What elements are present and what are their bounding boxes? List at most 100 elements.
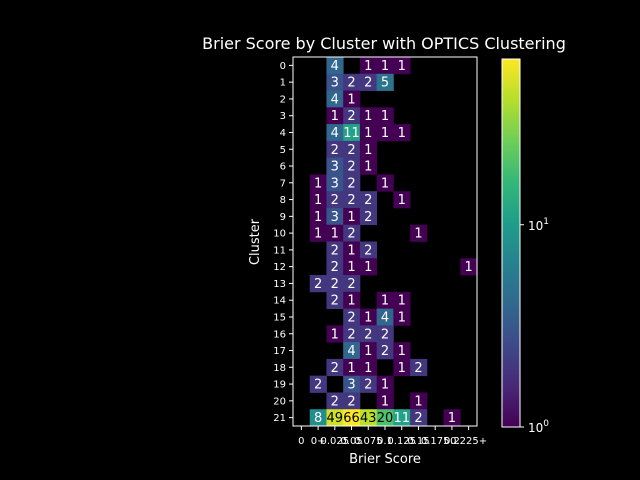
heatmap-cell (326, 275, 344, 293)
x-tick-label: 0.125 (387, 436, 416, 447)
cell-value-label: 49 (327, 411, 344, 426)
cell-value-label: 3 (331, 76, 339, 91)
heatmap-cell (343, 241, 361, 259)
cell-value-label: 1 (331, 109, 339, 124)
cell-value-label: 1 (381, 59, 389, 74)
heatmap-cell (393, 191, 411, 209)
cell-value-label: 2 (414, 361, 422, 376)
heatmap-cell (326, 191, 344, 209)
heatmap-cell (326, 392, 344, 410)
heatmap-cell (359, 124, 378, 142)
y-axis-label: Cluster (248, 218, 263, 265)
y-tick-label: 7 (280, 178, 286, 189)
heatmap-cell (326, 157, 344, 175)
heatmap-cell (410, 409, 428, 427)
y-tick-label: 4 (280, 128, 286, 139)
cell-value-label: 1 (381, 294, 389, 309)
cell-value-label: 20 (377, 411, 394, 426)
cell-value-label: 1 (331, 227, 339, 242)
heatmap-cell (376, 124, 394, 142)
heatmap-cell (343, 375, 361, 393)
y-tick-label: 2 (280, 94, 286, 105)
cell-value-label: 1 (398, 361, 406, 376)
cell-value-label: 66 (343, 411, 360, 426)
heatmap-cell (376, 73, 394, 91)
y-tick-label: 18 (273, 363, 286, 374)
cell-value-label: 1 (364, 143, 372, 158)
y-tick-label: 14 (273, 296, 286, 307)
cell-value-label: 2 (347, 310, 355, 325)
heatmap-cell (359, 107, 378, 125)
heatmap-cell (359, 325, 378, 343)
heatmap-cell (359, 358, 378, 377)
heatmap-cell (309, 275, 327, 293)
y-tick-label: 0 (280, 61, 286, 72)
heatmap-cell (359, 207, 378, 226)
heatmap-cell (343, 207, 361, 226)
cell-value-label: 1 (347, 260, 355, 275)
x-tick-label: 0.15 (407, 436, 429, 447)
heatmap-cell (343, 90, 361, 108)
heatmap-cell (326, 140, 344, 159)
heatmap-cell (326, 90, 344, 108)
cell-value-label: 2 (331, 243, 339, 258)
cell-value-label: 1 (364, 109, 372, 124)
cell-value-label: 1 (364, 344, 372, 359)
heatmap-cells (309, 57, 478, 427)
heatmap-cell (376, 409, 394, 427)
x-tick-label: 0+ (311, 436, 326, 447)
heatmap-cell (359, 73, 378, 91)
y-tick-label: 9 (280, 212, 286, 223)
y-tick-label: 5 (280, 145, 286, 156)
cell-value-label: 4 (381, 310, 389, 325)
y-tick-label: 13 (273, 279, 286, 290)
heatmap-cell (359, 57, 378, 75)
cell-value-label: 2 (364, 243, 372, 258)
x-tick-label: 0.225+ (450, 436, 487, 447)
y-tick-label: 11 (273, 245, 286, 256)
cell-value-label: 2 (314, 378, 322, 393)
cell-value-label: 1 (381, 109, 389, 124)
cell-value-label: 1 (398, 193, 406, 208)
cell-value-label: 2 (314, 277, 322, 292)
cell-value-label: 2 (331, 294, 339, 309)
x-tick-label: 0 (298, 436, 304, 447)
heatmap-cell (410, 358, 428, 377)
heatmap-cell (410, 392, 428, 410)
colorbar-tick-label: 100 (528, 419, 549, 435)
cell-value-label: 4 (331, 126, 339, 141)
cell-value-label: 1 (398, 344, 406, 359)
cell-value-label: 11 (393, 411, 410, 426)
heatmap-cell (376, 375, 394, 393)
heatmap-cell (326, 358, 344, 377)
cell-value-label: 1 (314, 176, 322, 191)
cell-value-label: 2 (331, 394, 339, 409)
cell-value-label: 1 (398, 126, 406, 141)
heatmap-cell (309, 191, 327, 209)
heatmap-cell (326, 107, 344, 125)
cell-value-label: 2 (347, 109, 355, 124)
cell-value-label: 4 (331, 92, 339, 107)
y-tick-label: 17 (273, 346, 286, 357)
y-tick-label: 8 (280, 195, 286, 206)
cell-value-label: 1 (347, 243, 355, 258)
cell-value-label: 1 (314, 227, 322, 242)
heatmap-cell (326, 224, 344, 242)
y-tick-label: 10 (273, 229, 286, 240)
x-tick-label: 0.2 (444, 436, 460, 447)
heatmap-cell (460, 258, 478, 276)
cell-value-label: 2 (347, 176, 355, 191)
cell-value-label: 1 (347, 210, 355, 225)
cell-value-label: 1 (381, 126, 389, 141)
heatmap-cell (343, 258, 361, 276)
heatmap-cell (376, 308, 394, 326)
heatmap-cell (359, 375, 378, 393)
heatmap-cell (343, 275, 361, 293)
cell-value-label: 3 (331, 210, 339, 225)
y-tick-label: 3 (280, 111, 286, 122)
cell-value-label: 1 (464, 260, 472, 275)
cell-value-label: 1 (398, 59, 406, 74)
cell-value-label: 11 (343, 126, 360, 141)
cell-value-label: 1 (398, 310, 406, 325)
heatmap-cell (393, 308, 411, 326)
